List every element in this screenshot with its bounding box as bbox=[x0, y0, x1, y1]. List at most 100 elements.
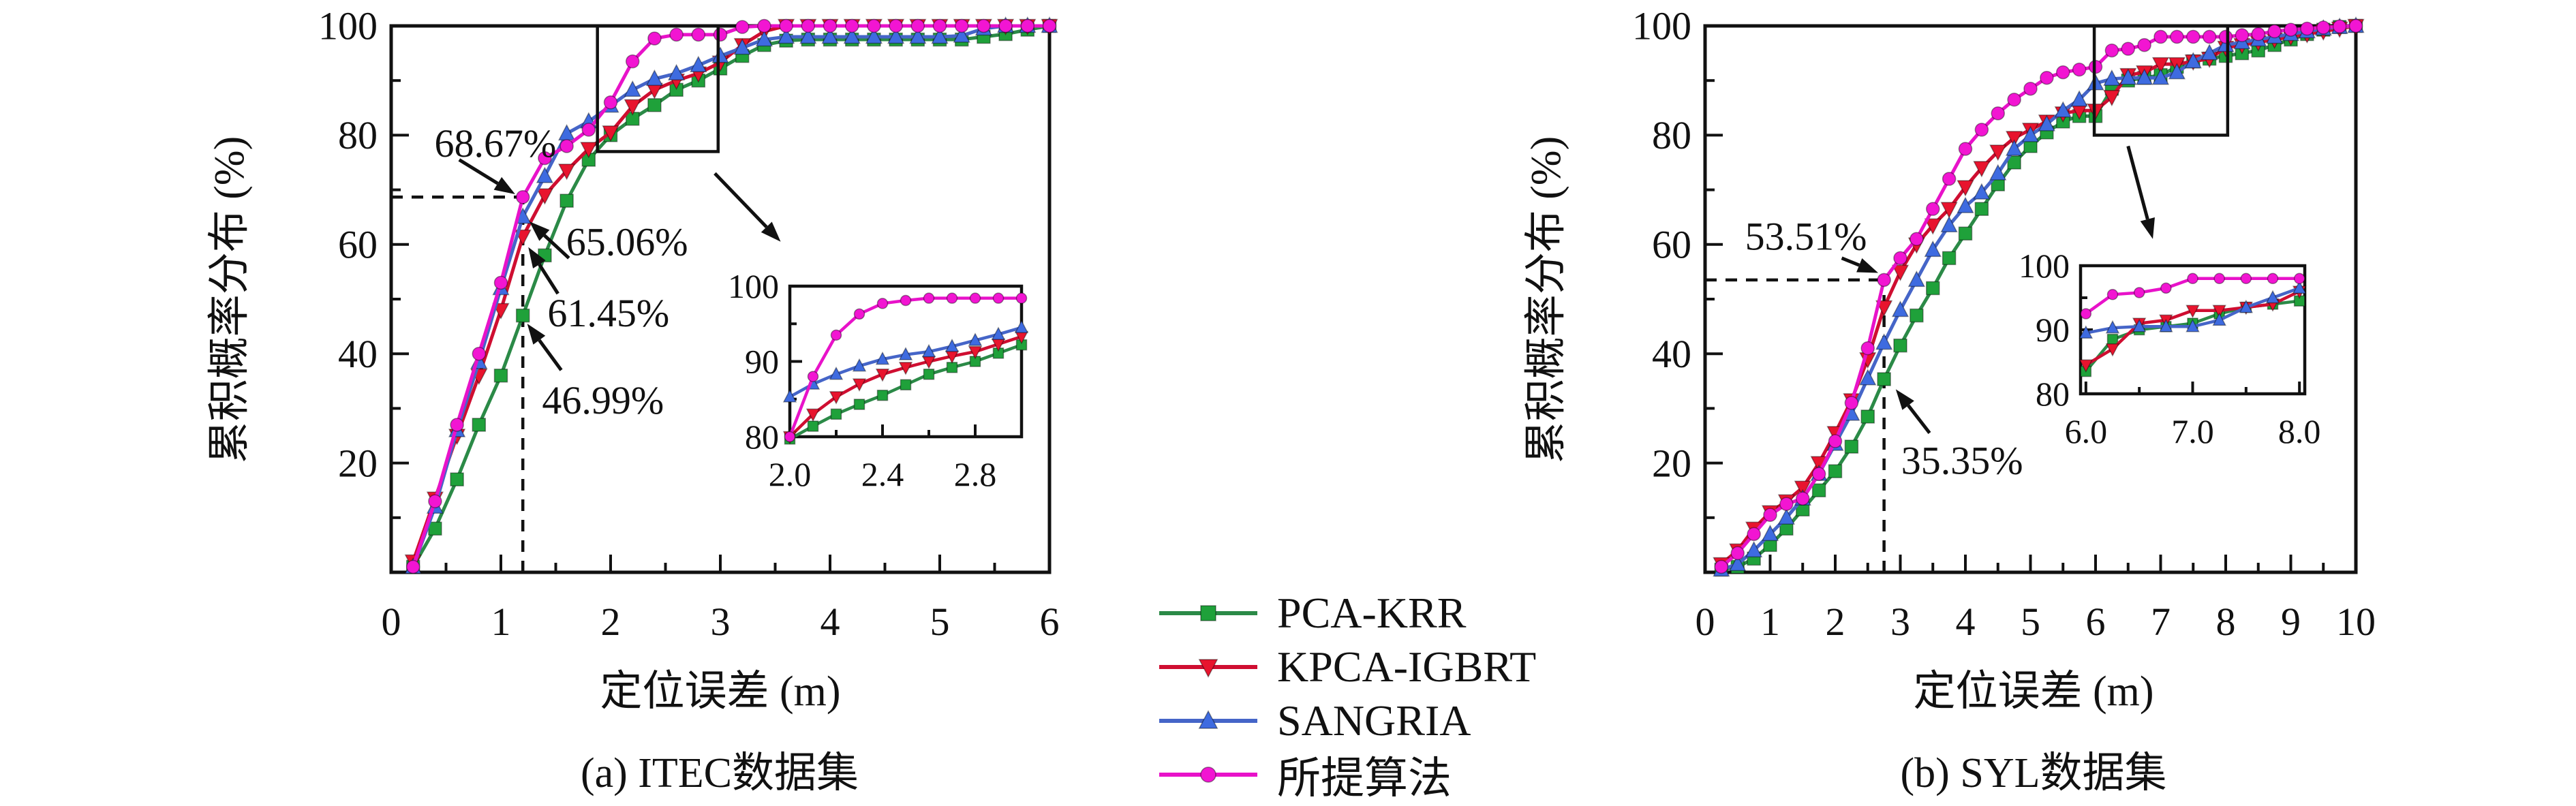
circle-marker bbox=[779, 18, 793, 33]
circle-marker bbox=[2267, 24, 2282, 39]
square-marker bbox=[1877, 372, 1891, 386]
triangle-up-marker bbox=[1198, 709, 1218, 729]
triangle-down-marker bbox=[1973, 161, 1991, 178]
y-tick-label: 40 bbox=[1652, 332, 1691, 376]
triangle-up-marker bbox=[1729, 554, 1747, 572]
legend-swatch-icon bbox=[1159, 604, 1257, 621]
y-tick-label: 20 bbox=[1652, 441, 1691, 485]
circle-marker bbox=[2072, 62, 2087, 77]
x-tick-label: 3 bbox=[1890, 600, 1910, 644]
triangle-down-marker bbox=[898, 362, 913, 375]
x-tick-label: 8.0 bbox=[2278, 412, 2321, 450]
y-tick-label: 60 bbox=[338, 223, 378, 267]
circle-marker bbox=[946, 292, 958, 304]
triangle-up-marker bbox=[2132, 318, 2147, 332]
x-tick-label: 0 bbox=[1696, 600, 1715, 644]
circle-marker bbox=[405, 559, 420, 574]
circle-marker bbox=[1910, 232, 1924, 247]
circle-marker bbox=[977, 18, 991, 33]
triangle-up-marker bbox=[2239, 299, 2254, 313]
triangle-up-marker bbox=[1940, 215, 1958, 232]
circle-marker bbox=[1926, 202, 1940, 216]
triangle-down-marker bbox=[2079, 359, 2094, 373]
circle-marker bbox=[1020, 18, 1035, 33]
annotation-label: 53.51% bbox=[1745, 214, 1867, 258]
triangle-up-marker bbox=[2186, 318, 2200, 332]
legend-item-sangria: SANGRIA bbox=[1157, 694, 1536, 747]
circle-marker bbox=[2104, 43, 2119, 58]
x-tick-label: 5 bbox=[2021, 600, 2040, 644]
triangle-down-marker bbox=[2105, 343, 2120, 357]
circle-marker bbox=[784, 431, 796, 443]
square-marker bbox=[472, 418, 487, 432]
circle-marker bbox=[2332, 19, 2347, 34]
square-marker bbox=[559, 193, 574, 208]
triangle-up-marker bbox=[645, 69, 664, 87]
circle-marker bbox=[1844, 396, 1859, 410]
triangle-up-marker bbox=[777, 27, 795, 44]
series-SANGRIA bbox=[1713, 16, 2365, 577]
triangle-down-marker bbox=[536, 188, 554, 205]
x-tick-label: 2 bbox=[601, 600, 621, 644]
circle-marker bbox=[910, 18, 925, 33]
y-tick-label: 100 bbox=[318, 4, 378, 48]
circle-marker bbox=[1860, 341, 1875, 356]
series-所提算法 bbox=[2080, 273, 2305, 320]
circle-marker bbox=[2160, 282, 2172, 294]
chart: 6.0 7.0 8.0 80 90 100 bbox=[2019, 247, 2320, 450]
square-marker bbox=[515, 308, 530, 323]
y-tick-label: 80 bbox=[338, 113, 378, 157]
circle-marker bbox=[1763, 508, 1777, 523]
square-marker bbox=[1844, 439, 1859, 454]
square-marker bbox=[900, 379, 912, 391]
legend-label: 所提算法 bbox=[1277, 754, 1452, 803]
plot-border bbox=[788, 284, 1024, 439]
pointer-arrow bbox=[2126, 145, 2155, 239]
pointer-arrow bbox=[1895, 389, 1931, 435]
y-tick-label: 90 bbox=[2036, 311, 2070, 349]
legend-swatch-icon bbox=[1159, 709, 1257, 729]
y-tick-label: 100 bbox=[1632, 4, 1691, 48]
triangle-down-marker bbox=[557, 164, 576, 181]
circle-marker bbox=[1811, 467, 1826, 481]
circle-marker bbox=[2040, 70, 2054, 85]
circle-marker bbox=[1015, 292, 1028, 304]
circle-marker bbox=[2348, 18, 2363, 33]
circle-marker bbox=[923, 292, 935, 304]
circle-marker bbox=[2284, 22, 2298, 37]
pointer-arrow bbox=[529, 221, 570, 260]
triangle-up-marker bbox=[2159, 318, 2173, 332]
circle-marker bbox=[2251, 27, 2265, 42]
circle-marker bbox=[867, 18, 881, 33]
circle-marker bbox=[1796, 491, 1810, 506]
triangle-up-marker bbox=[557, 124, 576, 141]
triangle-down-marker bbox=[2151, 57, 2170, 74]
legend-label: PCA-KRR bbox=[1277, 588, 1467, 637]
circle-marker bbox=[2187, 273, 2198, 285]
series-line bbox=[1720, 24, 2357, 568]
circle-marker bbox=[844, 18, 859, 33]
circle-marker bbox=[1042, 18, 1057, 33]
triangle-up-marker bbox=[1761, 524, 1779, 542]
triangle-up-marker bbox=[2079, 325, 2094, 339]
circle-marker bbox=[1877, 273, 1891, 288]
circle-marker bbox=[2023, 81, 2038, 96]
triangle-down-marker bbox=[624, 99, 641, 116]
x-tick-label: 6 bbox=[1040, 600, 1060, 644]
circle-marker bbox=[2080, 308, 2092, 320]
circle-marker bbox=[807, 371, 819, 382]
square-marker bbox=[923, 369, 935, 380]
square-marker bbox=[876, 389, 889, 401]
triangle-up-marker bbox=[1875, 333, 1893, 350]
x-tick-label: 8 bbox=[2216, 600, 2236, 644]
circle-marker bbox=[889, 18, 903, 33]
x-tick-label: 2.8 bbox=[954, 455, 997, 493]
circle-marker bbox=[992, 292, 1005, 304]
triangle-up-marker bbox=[782, 389, 797, 403]
circle-marker bbox=[954, 18, 969, 33]
triangle-up-marker bbox=[1745, 540, 1763, 558]
square-marker bbox=[1200, 604, 1216, 621]
square-marker bbox=[807, 420, 819, 432]
triangle-down-marker bbox=[875, 369, 890, 382]
